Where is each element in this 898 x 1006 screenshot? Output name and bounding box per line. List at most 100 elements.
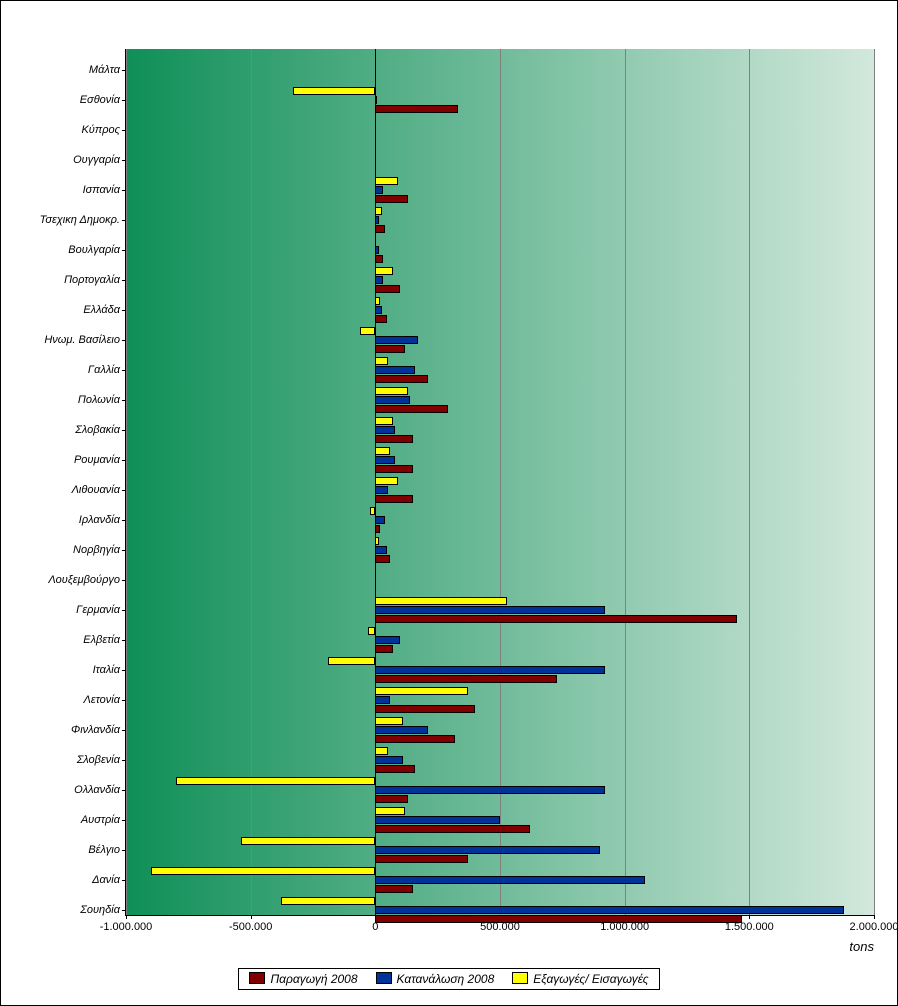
y-tick: [122, 460, 126, 461]
y-tick: [122, 310, 126, 311]
chart-frame: tons -1.000.000-500.0000500.0001.000.000…: [0, 0, 898, 1006]
category-row: Ισπανία: [126, 175, 874, 205]
bar-exports_imports: [281, 897, 376, 905]
category-label: Πορτογαλία: [10, 274, 126, 286]
category-row: Πορτογαλία: [126, 265, 874, 295]
bar-production_2008: [375, 615, 737, 623]
legend-swatch: [249, 972, 265, 984]
bar-exports_imports: [375, 717, 402, 725]
bar-consumption_2008: [375, 486, 387, 494]
bar-production_2008: [375, 735, 455, 743]
y-tick: [122, 520, 126, 521]
category-row: Αυστρία: [126, 805, 874, 835]
gridline: [874, 49, 875, 915]
bar-consumption_2008: [375, 876, 644, 884]
category-label: Γερμανία: [10, 604, 126, 616]
legend-label: Εξαγωγές/ Εισαγωγές: [533, 972, 648, 986]
category-row: Ηνωμ. Βασίλειο: [126, 325, 874, 355]
category-label: Λετονία: [10, 694, 126, 706]
bar-production_2008: [375, 705, 475, 713]
category-label: Ιρλανδία: [10, 514, 126, 526]
legend-label: Παραγωγή 2008: [270, 972, 357, 986]
y-tick: [122, 790, 126, 791]
y-tick: [122, 580, 126, 581]
category-label: Ολλανδία: [10, 784, 126, 796]
bar-production_2008: [375, 315, 386, 323]
y-tick: [122, 400, 126, 401]
legend-item: Παραγωγή 2008: [249, 972, 357, 986]
bar-production_2008: [375, 105, 457, 113]
category-label: Ισπανία: [10, 184, 126, 196]
category-label: Ιταλία: [10, 664, 126, 676]
bar-consumption_2008: [375, 426, 395, 434]
bar-exports_imports: [375, 357, 387, 365]
y-tick: [122, 340, 126, 341]
category-label: Σουηδία: [10, 904, 126, 916]
y-tick: [122, 640, 126, 641]
y-tick: [122, 730, 126, 731]
bar-production_2008: [375, 885, 412, 893]
category-label: Ρουμανία: [10, 454, 126, 466]
category-row: Σλοβακία: [126, 415, 874, 445]
category-row: Φινλανδία: [126, 715, 874, 745]
y-tick: [122, 910, 126, 911]
y-tick: [122, 130, 126, 131]
category-row: Δανία: [126, 865, 874, 895]
bar-production_2008: [375, 645, 392, 653]
bar-exports_imports: [176, 777, 375, 785]
y-tick: [122, 880, 126, 881]
category-label: Ηνωμ. Βασίλειο: [10, 334, 126, 346]
bar-production_2008: [375, 825, 530, 833]
y-tick: [122, 850, 126, 851]
category-label: Τσεχικη Δημοκρ.: [10, 214, 126, 226]
bar-production_2008: [375, 345, 405, 353]
y-tick: [122, 430, 126, 431]
category-label: Δανία: [10, 874, 126, 886]
category-row: Εσθονία: [126, 85, 874, 115]
bar-consumption_2008: [375, 786, 604, 794]
bar-consumption_2008: [375, 396, 410, 404]
bar-exports_imports: [375, 387, 407, 395]
bar-exports_imports: [375, 267, 392, 275]
category-row: Ρουμανία: [126, 445, 874, 475]
category-label: Ελβετία: [10, 634, 126, 646]
bar-consumption_2008: [375, 636, 400, 644]
bar-exports_imports: [375, 807, 405, 815]
bar-consumption_2008: [375, 906, 844, 914]
bar-production_2008: [375, 405, 447, 413]
bar-production_2008: [375, 255, 382, 263]
category-label: Ελλάδα: [10, 304, 126, 316]
category-label: Νορβηγία: [10, 544, 126, 556]
category-label: Γαλλία: [10, 364, 126, 376]
y-tick: [122, 700, 126, 701]
bar-consumption_2008: [375, 696, 390, 704]
category-row: Νορβηγία: [126, 535, 874, 565]
category-label: Λιθουανία: [10, 484, 126, 496]
category-label: Σλοβακία: [10, 424, 126, 436]
category-label: Κύπρος: [10, 124, 126, 136]
category-row: Πολωνία: [126, 385, 874, 415]
bar-production_2008: [375, 375, 427, 383]
legend-swatch: [376, 972, 392, 984]
category-row: Γαλλία: [126, 355, 874, 385]
bar-consumption_2008: [375, 336, 417, 344]
legend-item: Εξαγωγές/ Εισαγωγές: [512, 972, 648, 986]
category-label: Φινλανδία: [10, 724, 126, 736]
y-tick: [122, 250, 126, 251]
category-row: Σουηδία: [126, 895, 874, 925]
y-tick: [122, 820, 126, 821]
bar-consumption_2008: [375, 816, 500, 824]
legend: Παραγωγή 2008Κατανάλωση 2008Εξαγωγές/ Ει…: [238, 968, 659, 990]
plot-area: tons -1.000.000-500.0000500.0001.000.000…: [125, 49, 874, 916]
category-label: Εσθονία: [10, 94, 126, 106]
bar-consumption_2008: [375, 186, 382, 194]
bar-production_2008: [375, 285, 400, 293]
bar-consumption_2008: [375, 276, 382, 284]
bar-consumption_2008: [375, 756, 402, 764]
bar-production_2008: [375, 195, 407, 203]
bar-exports_imports: [151, 867, 375, 875]
category-row: Λετονία: [126, 685, 874, 715]
bar-exports_imports: [241, 837, 376, 845]
category-label: Βουλγαρία: [10, 244, 126, 256]
bar-production_2008: [375, 795, 407, 803]
